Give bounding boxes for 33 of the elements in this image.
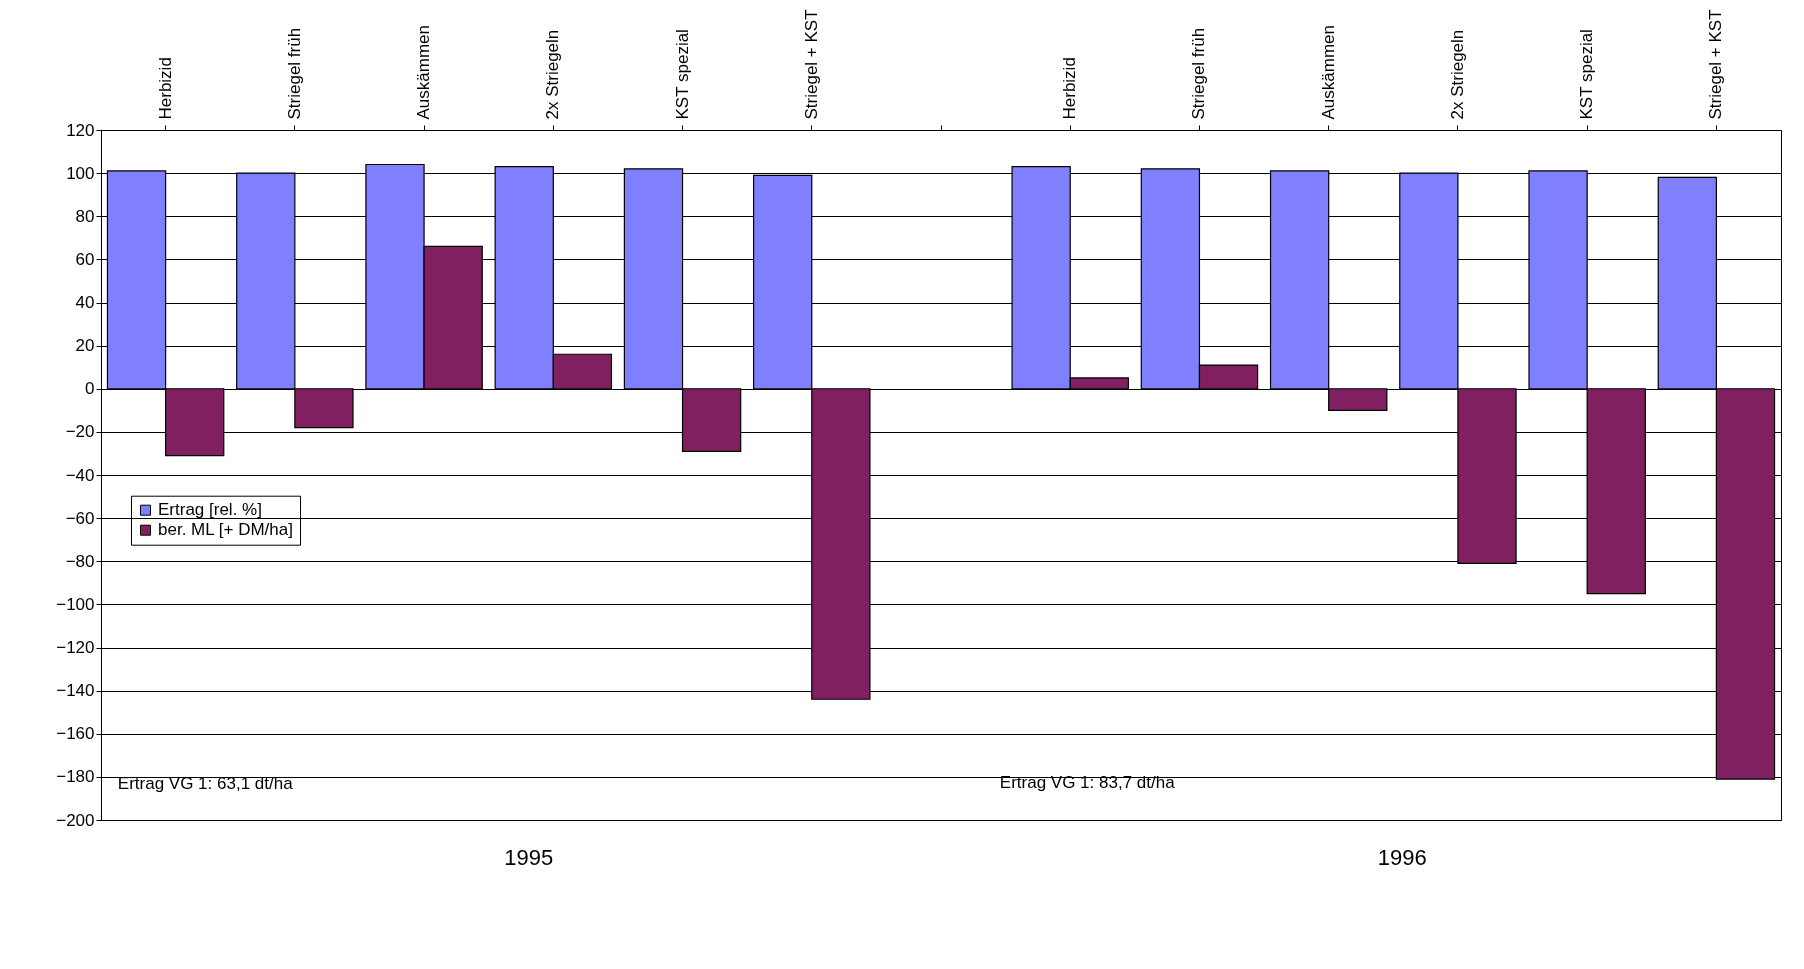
y-tick-label: 0	[85, 379, 95, 399]
x-tick-label: Striegel früh	[1189, 27, 1209, 120]
y-tick-label: −140	[56, 681, 95, 701]
x-tick-label: Herbizid	[155, 57, 175, 120]
legend-label: Ertrag [rel. %]	[158, 500, 262, 520]
y-tick-label: 60	[75, 249, 95, 269]
y-tick-label: −60	[65, 508, 95, 528]
x-tick-label: Striegel + KST	[1706, 9, 1726, 120]
y-tick-label: 20	[75, 336, 95, 356]
y-tick-label: −40	[65, 465, 95, 485]
y-tick-label: 80	[75, 206, 95, 226]
y-tick-label: 40	[75, 293, 95, 312]
y-tick-label: −200	[56, 810, 95, 830]
x-tick-label: 2x Striegeln	[543, 29, 563, 120]
x-tick-label: Auskämmen	[1318, 25, 1338, 120]
y-tick-label: 120	[66, 120, 95, 140]
text: 1996	[1377, 845, 1427, 870]
y-tick-label: −160	[56, 724, 95, 744]
legend-label: ber. ML [+ DM/ha]	[158, 520, 293, 540]
x-tick-label: Auskämmen	[414, 25, 434, 120]
x-tick-label: KST spezial	[672, 29, 692, 120]
x-tick-label: Striegel + KST	[801, 9, 821, 120]
x-tick-label: KST spezial	[1577, 29, 1597, 120]
y-tick-label: −20	[65, 422, 95, 442]
y-tick-label: 100	[66, 163, 95, 183]
y-tick-label: −80	[65, 551, 95, 571]
x-tick-label: Herbizid	[1060, 57, 1080, 120]
x-tick-label: 2x Striegeln	[1447, 29, 1467, 120]
y-tick-label: −100	[56, 594, 95, 614]
text: 1995	[504, 845, 554, 870]
y-tick-label: −180	[56, 767, 95, 787]
x-tick-label: Striegel früh	[284, 27, 304, 120]
y-tick-label: −120	[56, 638, 95, 657]
